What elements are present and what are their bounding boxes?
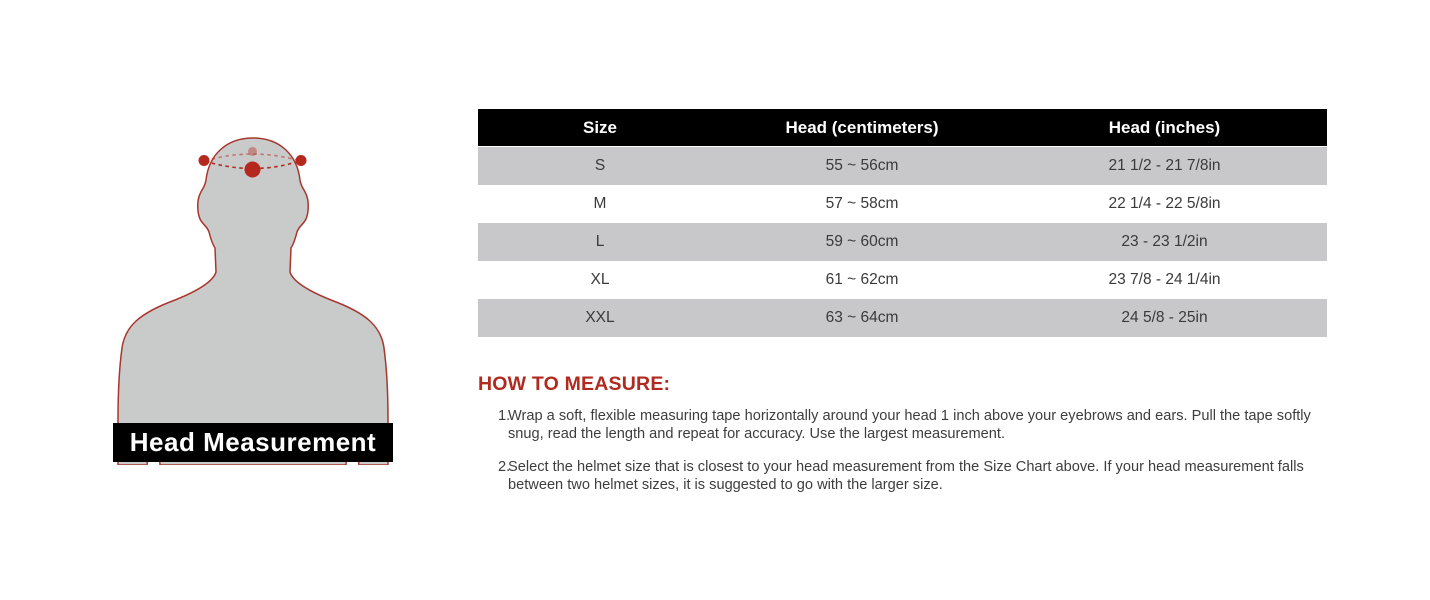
list-item-number: 2. <box>498 459 511 475</box>
tape-back-arc <box>204 153 301 162</box>
cell-cm: 55 ~ 56cm <box>825 157 899 174</box>
list-item-text: Wrap a soft, flexible measuring tape hor… <box>508 408 1311 442</box>
cell-size: L <box>595 233 605 250</box>
table-row: L 59 ~ 60cm 23 - 23 1/2in <box>478 223 1327 261</box>
cell-in: 22 1/4 - 22 5/8in <box>1108 195 1221 212</box>
cell-in: 24 5/8 - 25in <box>1121 309 1208 326</box>
cell-in: 21 1/2 - 21 7/8in <box>1108 157 1221 174</box>
tape-dot-front <box>244 161 261 178</box>
cell-cm: 61 ~ 62cm <box>825 271 899 288</box>
table-row: S 55 ~ 56cm 21 1/2 - 21 7/8in <box>478 147 1327 185</box>
column-header-size: Size <box>582 117 618 137</box>
table-header-row: Size Head (centimeters) Head (inches) <box>478 109 1327 146</box>
how-to-measure-section: HOW TO MEASURE: 1. Wrap a soft, flexible… <box>478 373 1330 510</box>
body-silhouette <box>117 137 389 465</box>
size-chart-table: Size Head (centimeters) Head (inches) S … <box>478 109 1327 337</box>
list-item-number: 1. <box>498 408 511 424</box>
silhouette-illustration <box>117 137 389 465</box>
list-item: 1. Wrap a soft, flexible measuring tape … <box>478 408 1330 443</box>
tape-dot-left <box>198 155 210 166</box>
table-row: XXL 63 ~ 64cm 24 5/8 - 25in <box>478 299 1327 337</box>
tape-dot-back <box>248 147 257 156</box>
figure-caption: Head Measurement <box>113 423 393 462</box>
cell-cm: 57 ~ 58cm <box>825 195 899 212</box>
table-row: M 57 ~ 58cm 22 1/4 - 22 5/8in <box>478 185 1327 223</box>
head-measurement-figure <box>95 130 417 465</box>
cell-cm: 59 ~ 60cm <box>825 233 899 250</box>
table-row: XL 61 ~ 62cm 23 7/8 - 24 1/4in <box>478 261 1327 299</box>
how-to-measure-heading: HOW TO MEASURE: <box>478 373 671 395</box>
cell-size: XL <box>590 271 610 288</box>
list-item-text: Select the helmet size that is closest t… <box>508 459 1304 493</box>
column-header-in: Head (inches) <box>1108 117 1221 137</box>
cell-size: XXL <box>585 309 615 326</box>
cell-cm: 63 ~ 64cm <box>825 309 899 326</box>
cell-size: S <box>594 157 606 174</box>
cell-size: M <box>593 195 607 212</box>
tape-front-arc <box>204 160 301 170</box>
cell-in: 23 7/8 - 24 1/4in <box>1108 271 1221 288</box>
tape-dot-right <box>295 155 307 166</box>
column-header-cm: Head (centimeters) <box>785 117 939 137</box>
cell-in: 23 - 23 1/2in <box>1121 233 1208 250</box>
list-item: 2. Select the helmet size that is closes… <box>478 459 1330 494</box>
instructions-list: 1. Wrap a soft, flexible measuring tape … <box>478 408 1330 494</box>
